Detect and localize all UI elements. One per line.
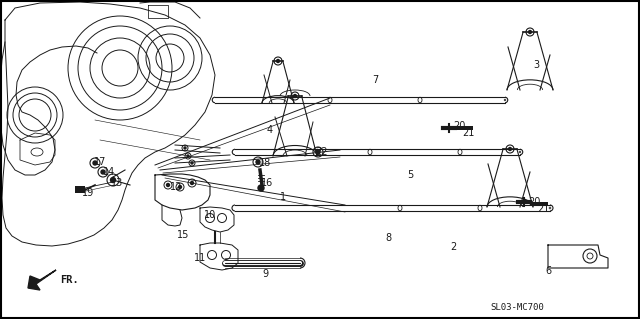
Text: 12: 12 <box>170 182 182 192</box>
Text: 15: 15 <box>177 230 189 240</box>
Text: 4: 4 <box>267 125 273 135</box>
Circle shape <box>276 60 280 63</box>
Circle shape <box>101 170 105 174</box>
Circle shape <box>187 155 189 157</box>
Circle shape <box>111 177 115 182</box>
Text: 10: 10 <box>204 210 216 220</box>
Circle shape <box>256 160 260 164</box>
Text: 7: 7 <box>372 75 378 85</box>
Bar <box>530 202 548 206</box>
Text: 11: 11 <box>194 253 206 263</box>
Text: 2: 2 <box>450 242 456 252</box>
Text: 13: 13 <box>111 178 123 188</box>
Text: 20: 20 <box>528 197 540 207</box>
Text: 16: 16 <box>261 178 273 188</box>
Text: 14: 14 <box>103 167 115 177</box>
Text: 19: 19 <box>82 188 94 198</box>
Bar <box>75 186 85 193</box>
Text: 6: 6 <box>545 266 551 276</box>
Circle shape <box>93 161 97 165</box>
Text: 20: 20 <box>453 121 465 131</box>
Circle shape <box>166 183 170 187</box>
Text: 17: 17 <box>94 157 106 167</box>
Polygon shape <box>28 270 56 290</box>
Circle shape <box>258 185 264 191</box>
Text: FR.: FR. <box>60 275 79 285</box>
Text: 3: 3 <box>533 60 539 70</box>
Text: 1: 1 <box>280 192 286 202</box>
Circle shape <box>184 147 186 149</box>
Circle shape <box>179 186 182 189</box>
Text: 18: 18 <box>259 158 271 168</box>
Circle shape <box>316 150 320 154</box>
Circle shape <box>191 182 193 184</box>
Text: 22: 22 <box>316 147 328 157</box>
Circle shape <box>191 162 193 164</box>
Text: SL03-MC700: SL03-MC700 <box>490 303 544 313</box>
Bar <box>455 126 473 130</box>
Circle shape <box>509 147 511 151</box>
Text: 21: 21 <box>462 128 474 138</box>
Circle shape <box>529 31 531 33</box>
Text: 8: 8 <box>385 233 391 243</box>
Text: 5: 5 <box>407 170 413 180</box>
Circle shape <box>294 94 296 98</box>
Text: 21: 21 <box>537 204 549 214</box>
Text: 9: 9 <box>262 269 268 279</box>
